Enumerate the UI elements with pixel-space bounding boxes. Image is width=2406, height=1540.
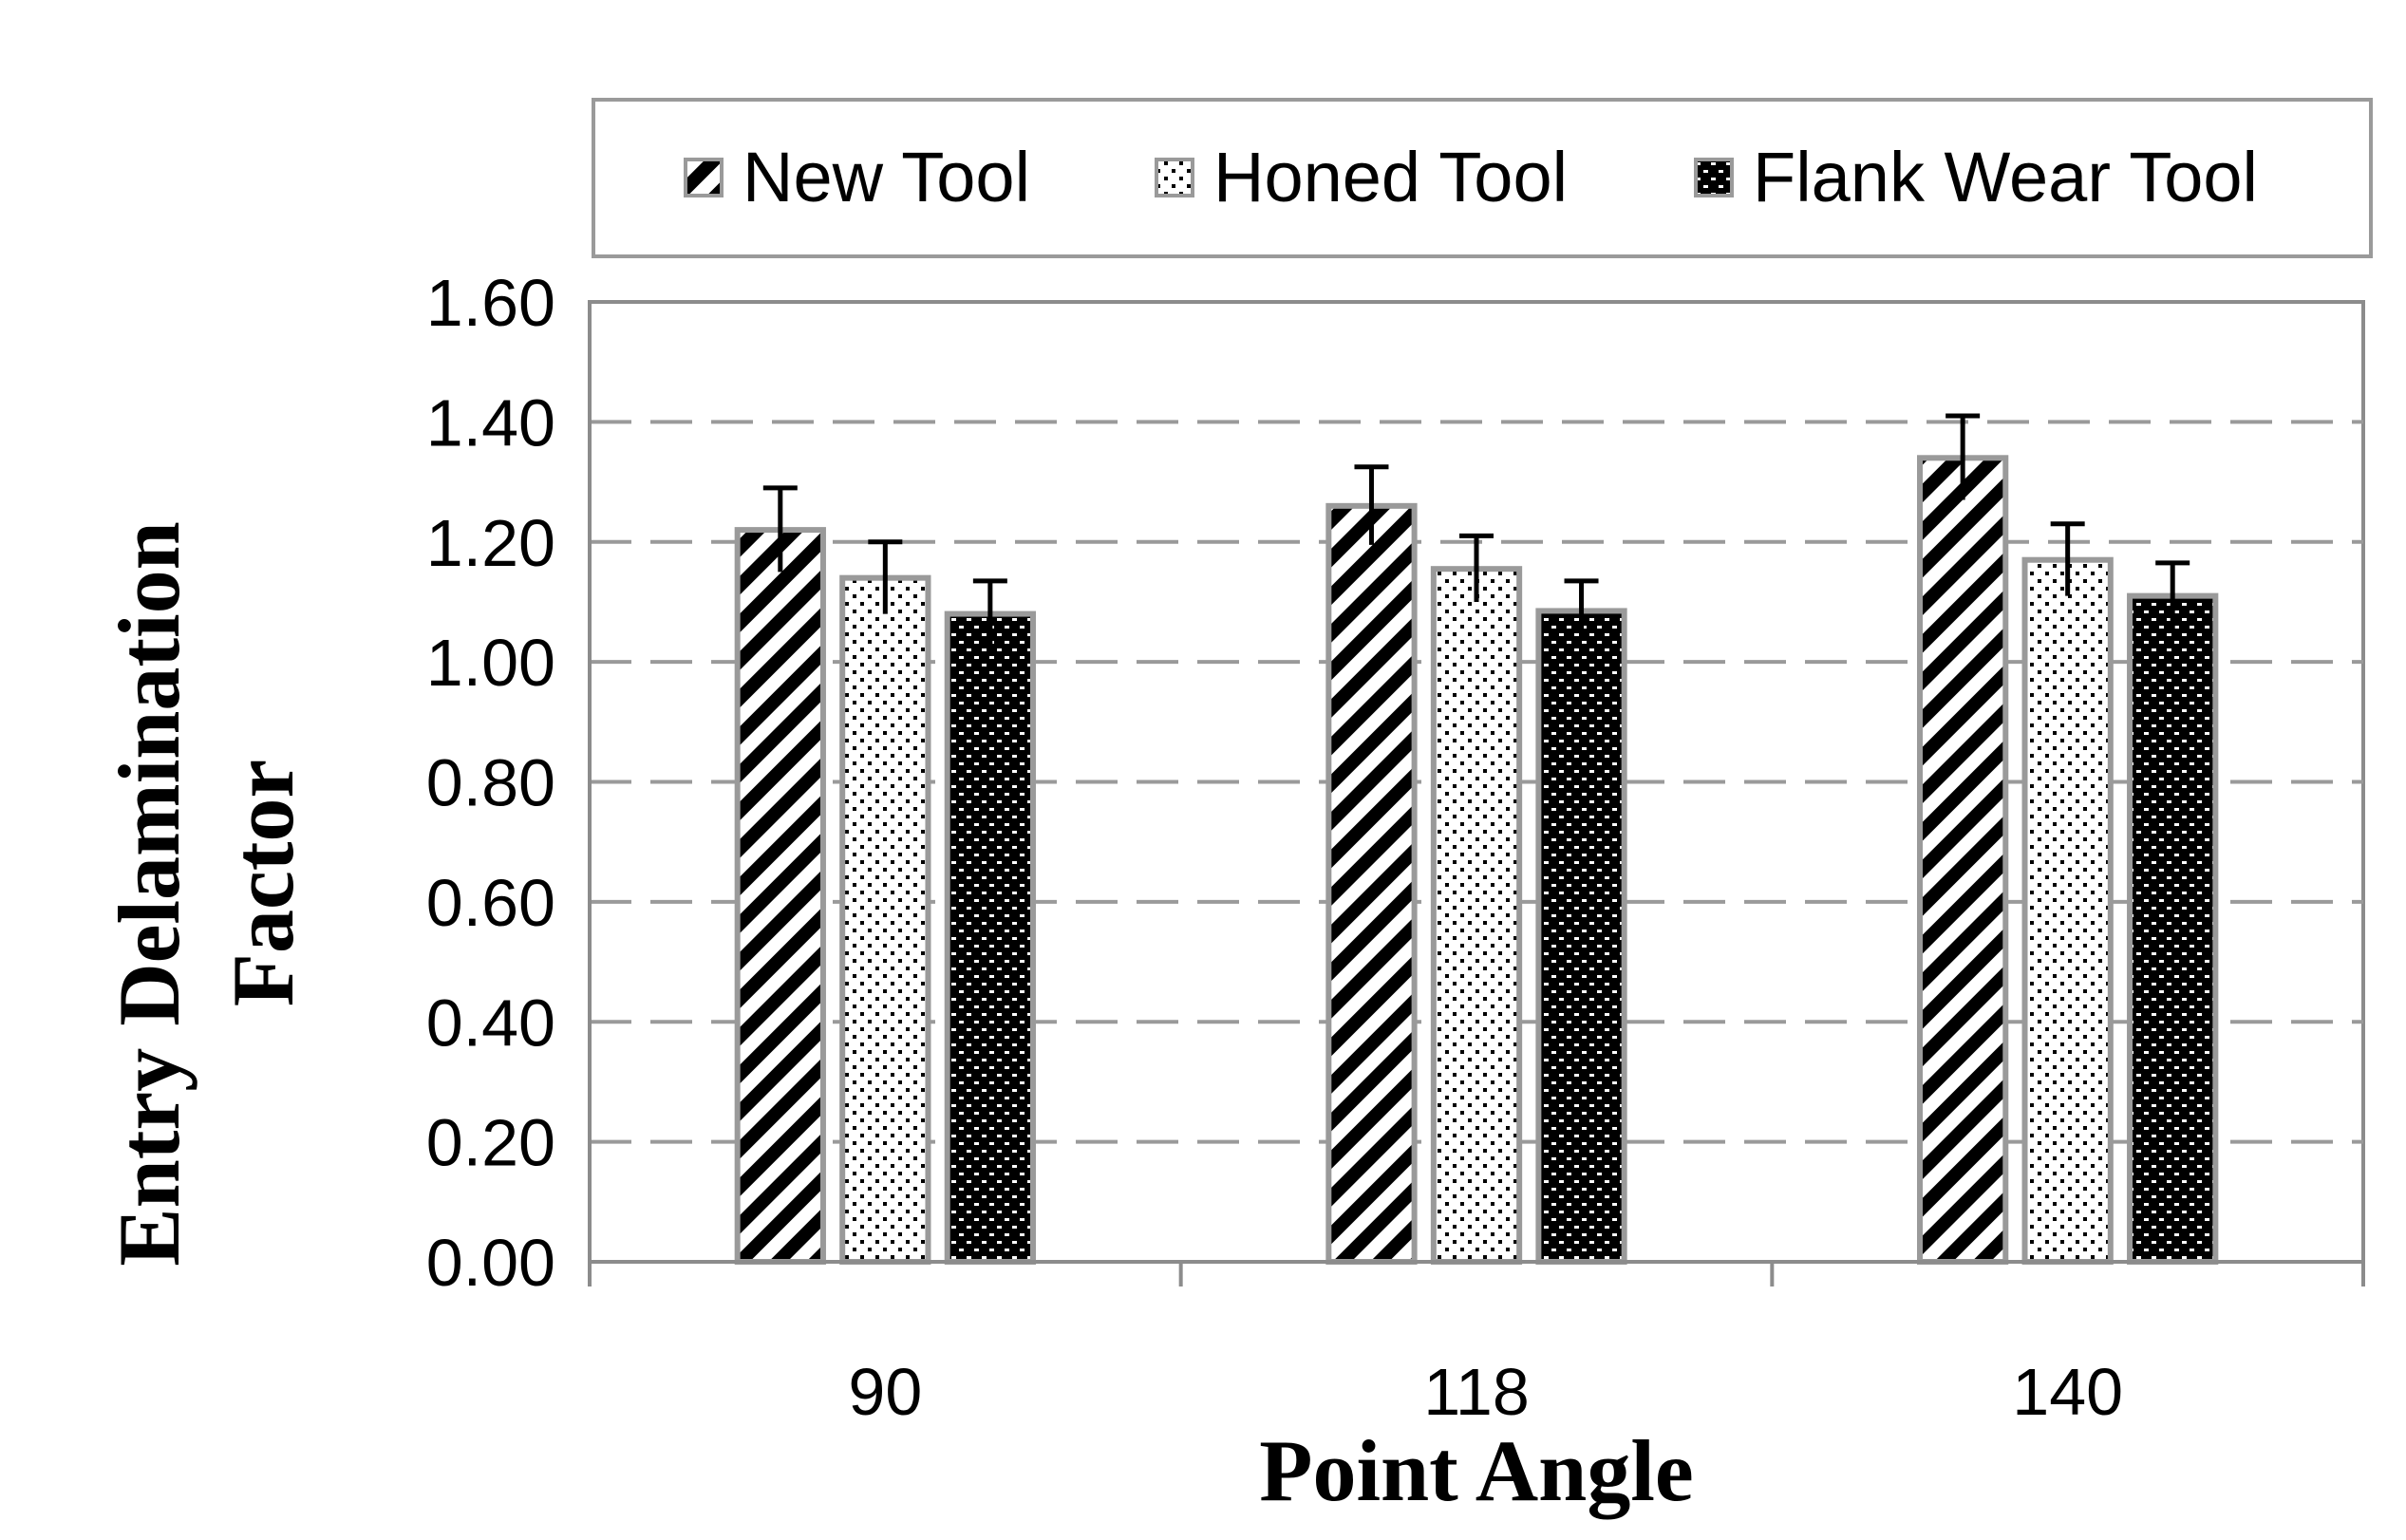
y-tick-label: 0.80: [426, 746, 555, 820]
x-tick-label: 140: [2012, 1355, 2123, 1429]
bar-honed-tool: [839, 574, 931, 1265]
bar-flank-wear-tool: [2127, 592, 2219, 1265]
y-axis-title-line-1: Entry Delamination: [101, 521, 197, 1267]
legend-label: Flank Wear Tool: [1753, 138, 2258, 216]
axes: [588, 302, 2365, 1286]
legend-swatch: [1694, 158, 1734, 197]
bar-flank-wear-tool: [1535, 608, 1627, 1265]
legend-swatch: [684, 158, 724, 197]
y-tick-label: 0.40: [426, 986, 555, 1060]
bar-new-tool: [1325, 502, 1418, 1265]
x-tick-label: 118: [1423, 1355, 1530, 1429]
legend-label: New Tool: [742, 138, 1030, 216]
legend-swatch: [1155, 158, 1194, 197]
y-tick-label: 1.20: [426, 506, 555, 580]
bars: [734, 455, 2219, 1266]
bar-new-tool: [734, 527, 826, 1265]
y-tick-labels: 0.00 0.20 0.40 0.60 0.80 1.00 1.20 1.40 1.60: [426, 266, 555, 1300]
x-axis-title: Point Angle: [1259, 1422, 1693, 1519]
error-bars: [762, 413, 2190, 648]
y-tick-label: 1.40: [426, 385, 555, 460]
legend-label: Honed Tool: [1213, 138, 1568, 216]
y-tick-label: 0.20: [426, 1106, 555, 1180]
bar-honed-tool: [2021, 556, 2114, 1265]
y-tick-label: 1.60: [426, 266, 555, 340]
bar-new-tool: [1917, 455, 2009, 1266]
y-axis-title: Entry Delamination Factor: [101, 499, 311, 1267]
bar-honed-tool: [1430, 566, 1523, 1265]
y-tick-label: 1.00: [426, 626, 555, 700]
y-tick-label: 0.00: [426, 1226, 555, 1300]
legend-box: [592, 98, 2373, 258]
y-tick-label: 0.60: [426, 866, 555, 940]
y-axis-title-line-2: Factor: [215, 760, 311, 1007]
x-tick-labels: 90 118 140: [848, 1355, 2123, 1429]
x-tick-label: 90: [848, 1355, 922, 1429]
bar-flank-wear-tool: [944, 610, 1036, 1265]
legend: New Tool Honed Tool Flank Wear Tool: [684, 138, 2258, 216]
